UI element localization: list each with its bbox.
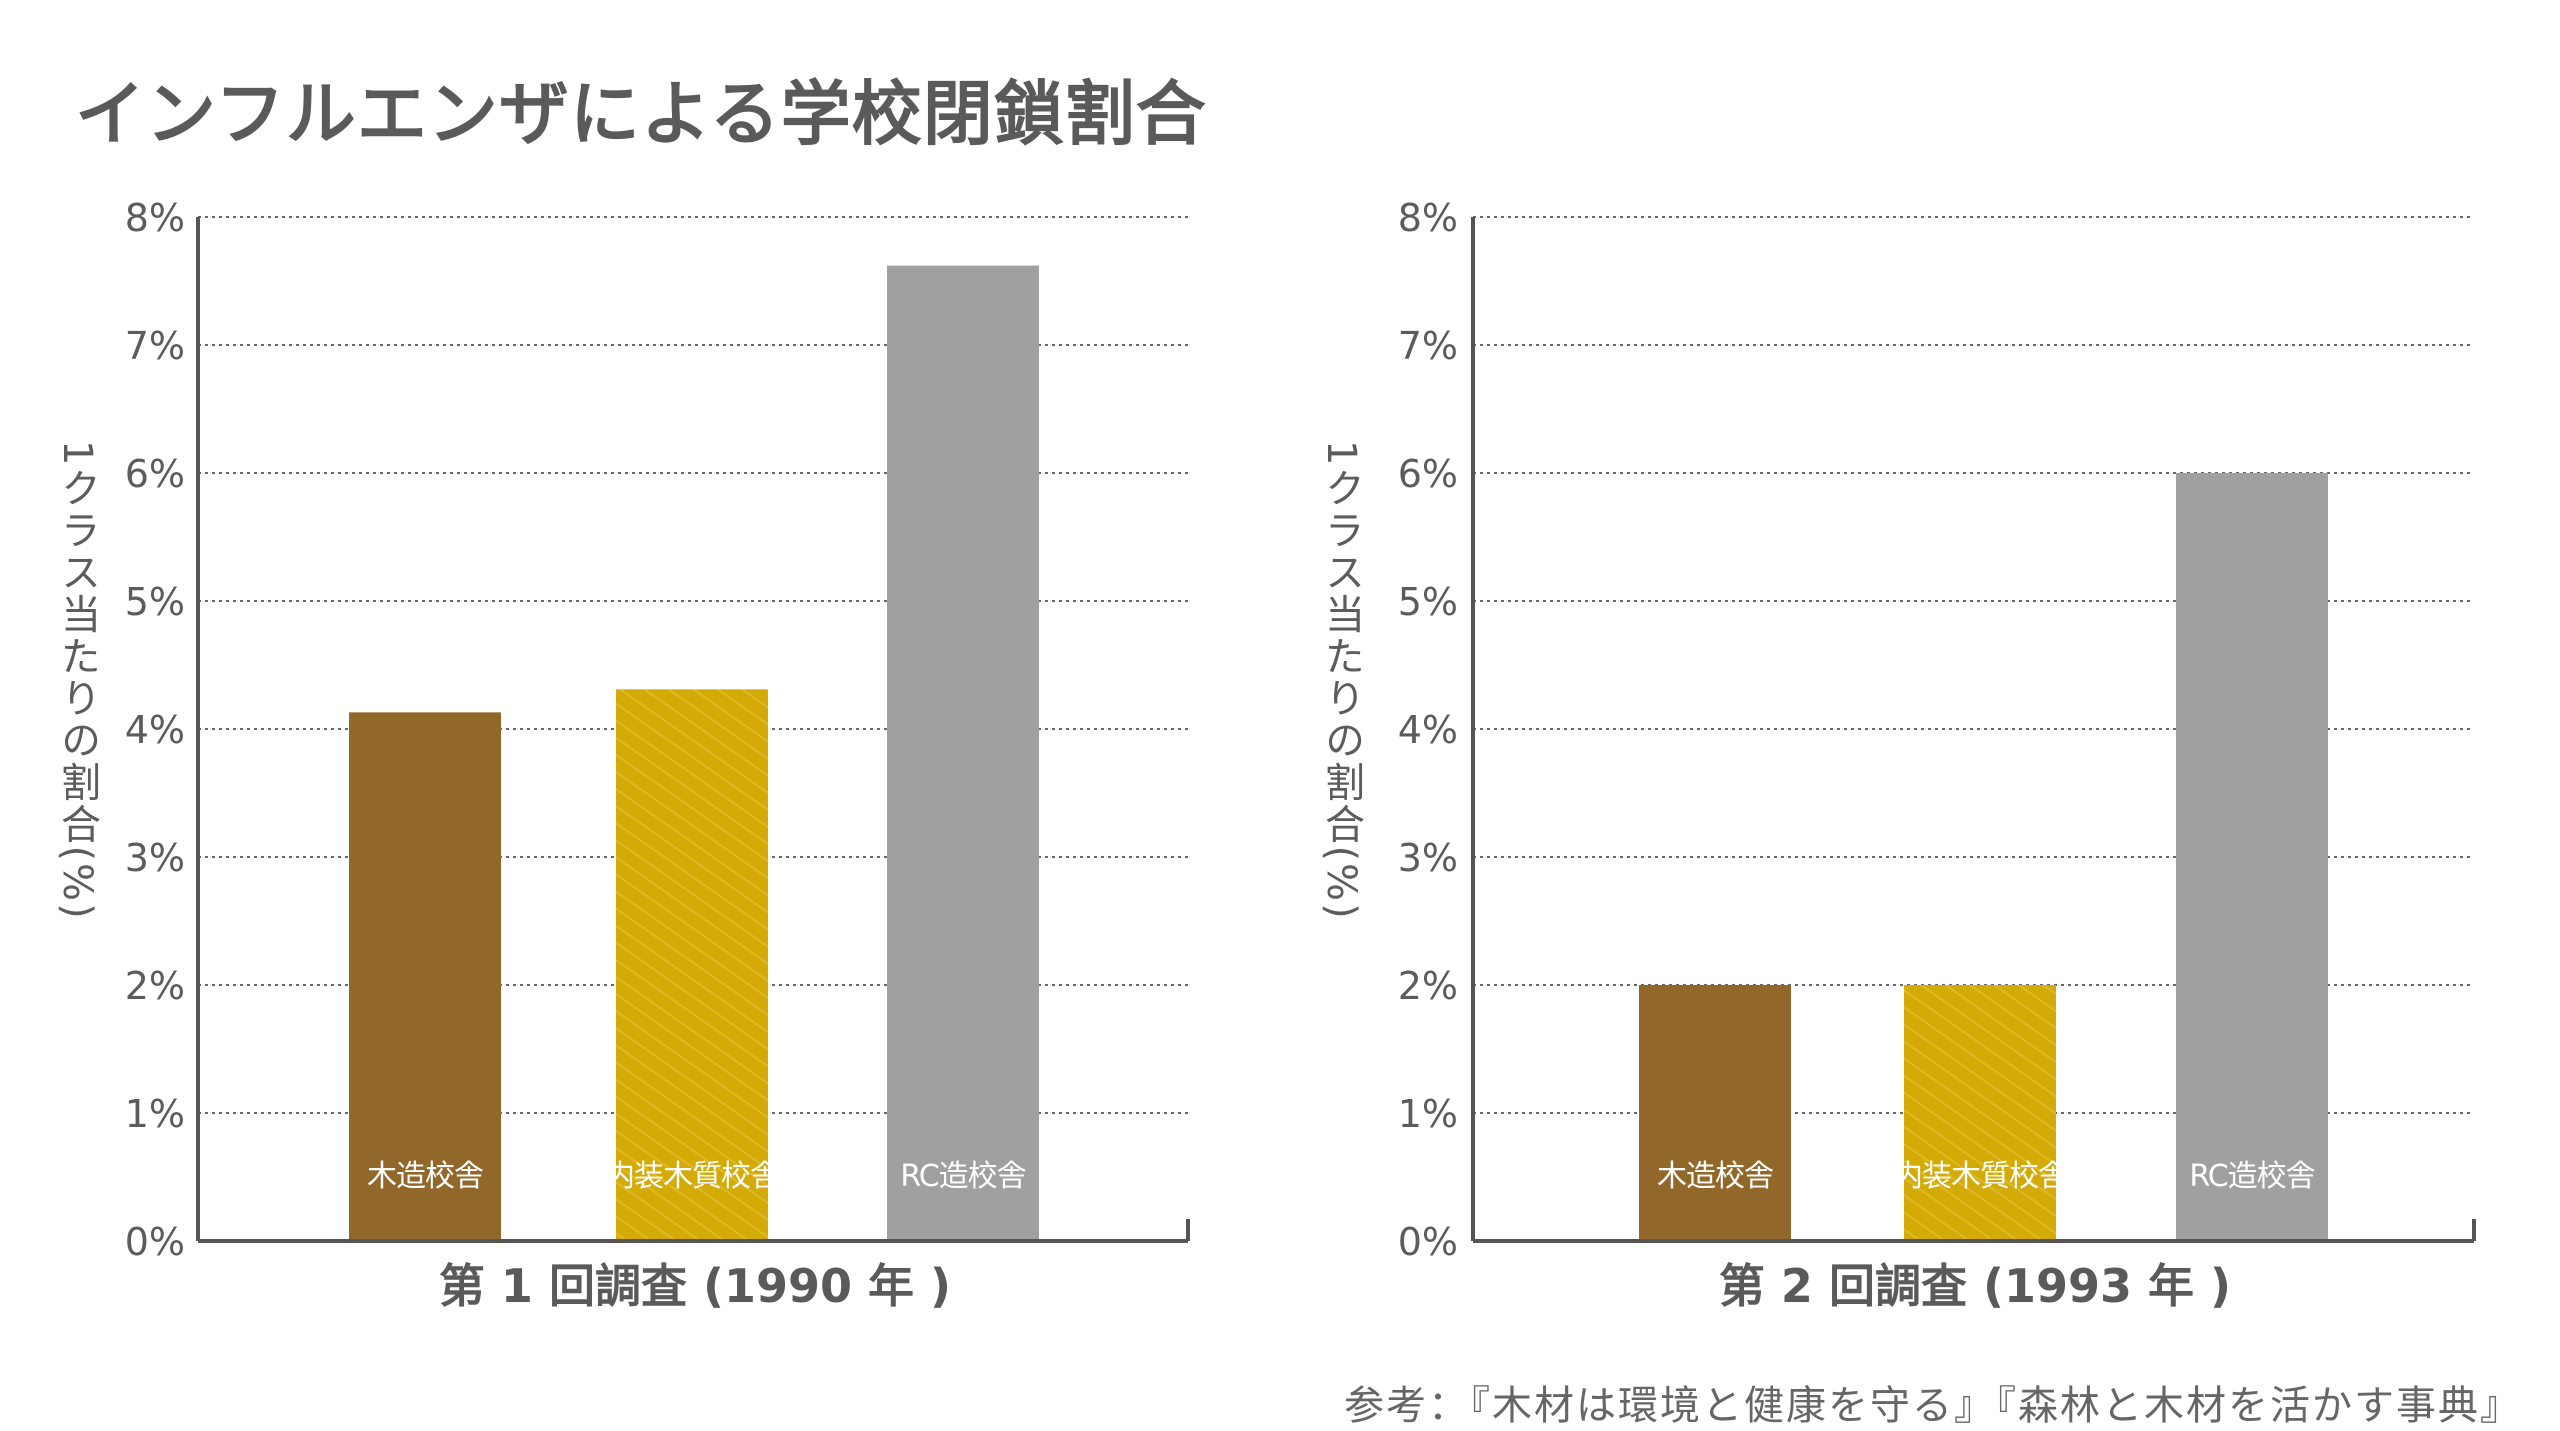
bar-label: 内装木質校舎 bbox=[1893, 1159, 2068, 1194]
y-tick-label: 5% bbox=[1398, 580, 1458, 624]
bar-hatch-overlay bbox=[616, 689, 768, 1241]
bar-label: 木造校舎 bbox=[1657, 1159, 1774, 1194]
chart-title: 第 1 回調査 (1990 年 ) bbox=[439, 1259, 951, 1313]
y-tick-label: 3% bbox=[125, 836, 185, 880]
page-title: インフルエンザによる学校閉鎖割合 bbox=[75, 73, 1207, 155]
y-tick-label: 2% bbox=[125, 964, 185, 1008]
y-axis-label-survey-1: 1クラス当たりの割合(%) bbox=[54, 440, 100, 921]
y-tick-label: 7% bbox=[125, 324, 185, 368]
y-tick-label: 3% bbox=[1398, 836, 1458, 880]
bar-hatch-overlay bbox=[1904, 985, 2056, 1241]
bar-rc bbox=[887, 265, 1039, 1241]
y-tick-label: 7% bbox=[1398, 324, 1458, 368]
y-tick-label: 1% bbox=[1398, 1092, 1458, 1136]
source-note: 参考：『木材は環境と健康を守る』『森林と木材を活かす事典』 bbox=[1344, 1383, 2522, 1429]
bar-label: RC造校舎 bbox=[2189, 1159, 2315, 1194]
bar-rc bbox=[2176, 473, 2328, 1241]
y-tick-label: 4% bbox=[1398, 708, 1458, 752]
bar-wood bbox=[349, 712, 501, 1241]
y-tick-label: 0% bbox=[125, 1220, 185, 1264]
y-axis-label-survey-2: 1クラス当たりの割合(%) bbox=[1318, 440, 1364, 921]
chart-title: 第 2 回調査 (1993 年 ) bbox=[1719, 1259, 2231, 1313]
bar-label: RC造校舎 bbox=[900, 1159, 1026, 1194]
y-tick-label: 5% bbox=[125, 580, 185, 624]
y-tick-label: 2% bbox=[1398, 964, 1458, 1008]
y-tick-label: 6% bbox=[125, 452, 185, 496]
y-tick-label: 8% bbox=[125, 196, 185, 240]
y-tick-label: 1% bbox=[125, 1092, 185, 1136]
y-tick-label: 8% bbox=[1398, 196, 1458, 240]
bar-label: 木造校舎 bbox=[367, 1159, 484, 1194]
bar-wood bbox=[1639, 985, 1791, 1241]
y-tick-label: 4% bbox=[125, 708, 185, 752]
bar-label: 内装木質校舎 bbox=[605, 1159, 780, 1194]
y-tick-label: 0% bbox=[1398, 1220, 1458, 1264]
y-tick-label: 6% bbox=[1398, 452, 1458, 496]
